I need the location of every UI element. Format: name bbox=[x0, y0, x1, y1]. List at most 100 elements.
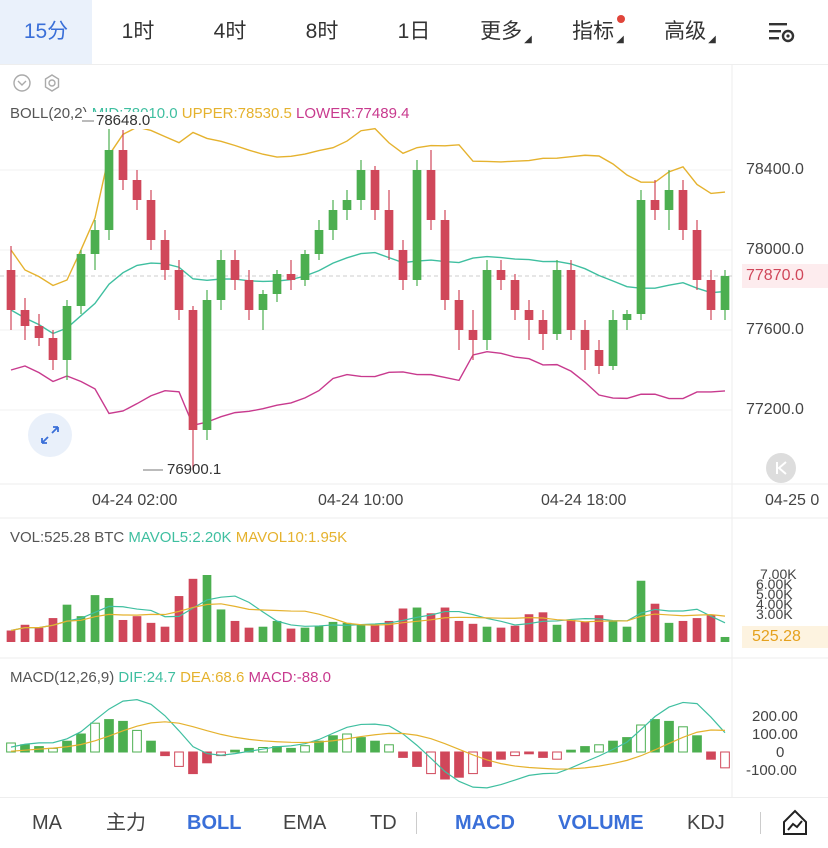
candle-body bbox=[482, 270, 492, 340]
mavol5-line bbox=[10, 595, 726, 632]
volume-bar bbox=[230, 620, 240, 642]
macd-bar bbox=[160, 751, 170, 757]
macd-bar bbox=[300, 745, 310, 753]
volume-bars bbox=[6, 575, 730, 642]
chart-settings-button[interactable] bbox=[736, 0, 828, 64]
candle-body bbox=[398, 250, 408, 280]
candle-body bbox=[454, 300, 464, 330]
volume-bar bbox=[664, 622, 674, 642]
tab-main-force[interactable]: 主力 bbox=[106, 812, 146, 834]
gear-icon[interactable] bbox=[42, 73, 62, 93]
macd-bar bbox=[314, 740, 324, 753]
candle-body bbox=[636, 200, 646, 314]
tab-volume[interactable]: VOLUME bbox=[558, 812, 644, 834]
macd-bar bbox=[146, 740, 156, 753]
boll-label: BOLL(20,2) bbox=[10, 105, 88, 122]
macd-bar bbox=[6, 742, 16, 753]
macd-bar bbox=[524, 751, 534, 755]
candle-body bbox=[524, 310, 534, 320]
macd-bar bbox=[90, 722, 100, 753]
more-menu[interactable]: 更多 ◢ bbox=[460, 0, 552, 64]
tab-ma[interactable]: MA bbox=[32, 812, 62, 834]
indicator-bar: MA 主力 BOLL EMA TD MACD VOLUME KDJ bbox=[0, 797, 828, 848]
macd-dea: DEA:68.6 bbox=[180, 669, 245, 686]
high-marker: 78648.0 bbox=[82, 112, 151, 129]
macd-legend: MACD(12,26,9) DIF:24.7 DEA:68.6 MACD:-88… bbox=[10, 669, 331, 686]
volume-bar bbox=[76, 616, 86, 642]
time-axis-label: 04-24 18:00 bbox=[541, 492, 627, 509]
draw-tools-button[interactable] bbox=[780, 808, 810, 838]
divider bbox=[760, 812, 761, 834]
vol-axis-label: 3.00K bbox=[756, 606, 793, 622]
volume-bar bbox=[20, 624, 30, 642]
macd-bar bbox=[692, 735, 702, 753]
tab-td[interactable]: TD bbox=[370, 812, 397, 834]
tab-1h[interactable]: 1时 bbox=[121, 20, 155, 43]
kline-chart[interactable] bbox=[0, 64, 828, 797]
volume-bar bbox=[356, 624, 366, 642]
macd-bar bbox=[468, 751, 478, 775]
volume-bar bbox=[300, 627, 310, 642]
tab-ema[interactable]: EMA bbox=[283, 812, 327, 834]
indicators-menu[interactable]: 指标 ◢ bbox=[552, 0, 644, 64]
candle-body bbox=[62, 306, 72, 360]
candle-body bbox=[412, 170, 422, 280]
expand-button[interactable] bbox=[28, 413, 72, 457]
candle-body bbox=[356, 170, 366, 200]
volume-bar bbox=[678, 620, 688, 642]
tab-kdj[interactable]: KDJ bbox=[687, 812, 725, 834]
price-axis-label: 77200.0 bbox=[746, 401, 804, 418]
vol-axis-label: 6.00K bbox=[756, 576, 793, 592]
tab-8h[interactable]: 8时 bbox=[305, 20, 339, 43]
macd-bar bbox=[412, 751, 422, 767]
volume-bar bbox=[328, 621, 338, 642]
indicators-label: 指标 bbox=[572, 20, 615, 43]
tab-15min[interactable]: 15分 bbox=[0, 0, 92, 64]
candle-body bbox=[48, 338, 58, 360]
volume-bar bbox=[566, 619, 576, 642]
dropdown-icon: ◢ bbox=[708, 34, 716, 45]
volume-bar bbox=[216, 609, 226, 642]
timeframe-bar: 15分 1时 4时 8时 1日 更多 ◢ 指标 ◢ 高级 ◢ bbox=[0, 0, 828, 65]
low-marker: 76900.1 bbox=[143, 461, 221, 478]
macd-bar bbox=[342, 733, 352, 753]
macd-bar bbox=[538, 751, 548, 758]
candle-body bbox=[188, 310, 198, 430]
expand-icon bbox=[41, 426, 59, 444]
vol-current-label: 525.28 bbox=[742, 626, 828, 648]
volume-bar bbox=[48, 618, 58, 642]
macd-histogram bbox=[6, 699, 730, 789]
volume-bar bbox=[594, 615, 604, 642]
collapse-icon[interactable] bbox=[12, 73, 32, 93]
macd-dea-line bbox=[10, 721, 726, 770]
macd-bar bbox=[370, 740, 380, 753]
macd-bar bbox=[384, 744, 394, 753]
macd-bar bbox=[566, 749, 576, 753]
volume-bar bbox=[118, 619, 128, 642]
macd-label: MACD(12,26,9) bbox=[10, 669, 115, 686]
advanced-menu[interactable]: 高级 ◢ bbox=[644, 0, 736, 64]
vol-axis-label: 4.00K bbox=[756, 596, 793, 612]
candle-body bbox=[594, 350, 604, 366]
volume-bar bbox=[706, 615, 716, 642]
scroll-to-latest-button[interactable] bbox=[766, 453, 796, 483]
tab-boll[interactable]: BOLL bbox=[187, 812, 242, 834]
tab-1d[interactable]: 1日 bbox=[397, 20, 431, 43]
tab-macd[interactable]: MACD bbox=[455, 812, 515, 834]
price-axis-label: 78400.0 bbox=[746, 161, 804, 178]
more-label: 更多 bbox=[480, 20, 523, 43]
dropdown-icon: ◢ bbox=[524, 34, 532, 45]
volume-bar bbox=[6, 630, 16, 642]
time-axis-label: 04-24 10:00 bbox=[318, 492, 404, 509]
candle-body bbox=[370, 170, 380, 210]
macd-bar bbox=[356, 737, 366, 753]
macd-bar bbox=[118, 720, 128, 753]
vol-axis-label: 7.00K bbox=[760, 566, 797, 582]
price-axis-label: 78000.0 bbox=[746, 241, 804, 258]
candle-body bbox=[720, 276, 730, 310]
macd-axis-label: 100.00 bbox=[752, 726, 798, 743]
candle-body bbox=[34, 326, 44, 338]
tab-4h[interactable]: 4时 bbox=[213, 20, 247, 43]
volume-bar bbox=[160, 626, 170, 642]
candle-body bbox=[440, 220, 450, 300]
